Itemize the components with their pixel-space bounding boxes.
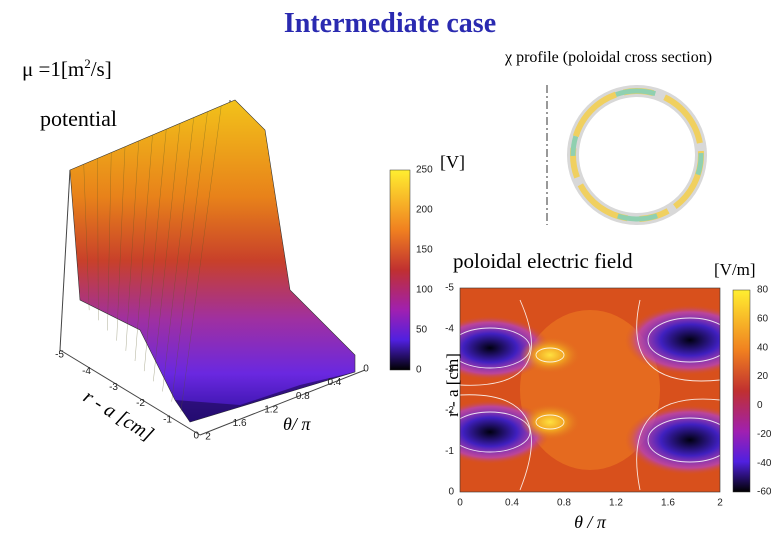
mu-suffix: /s] (91, 57, 112, 81)
x-tick: 1.6 (661, 498, 675, 509)
y-tick: -1 (445, 446, 454, 457)
y-tick: -2 (445, 405, 454, 416)
theta-tick: 0.4 (327, 377, 341, 388)
blob (625, 305, 720, 375)
x-tick: 2 (717, 498, 723, 509)
blob (625, 405, 720, 475)
efield-x-label: θ / π (574, 512, 607, 532)
mesh-line (180, 105, 222, 412)
contours (460, 299, 720, 491)
axis (199, 369, 366, 436)
colorbar-tick: 40 (757, 342, 769, 353)
surface-mesh (83, 105, 222, 412)
theta-tick: 1.6 (233, 418, 247, 429)
mu-sup: 2 (84, 56, 91, 71)
colorbar (732, 289, 751, 493)
x-tick: 1.2 (609, 498, 623, 509)
theta-tick: 0.8 (296, 391, 310, 402)
r-tick: -2 (136, 398, 145, 409)
colorbar-tick: 100 (416, 285, 433, 296)
mesh-line (116, 146, 126, 341)
mesh-line (107, 152, 112, 331)
mu-label: μ =1[m2/s] (22, 56, 112, 81)
r-axis-label: r - a [cm] (79, 386, 157, 446)
chi-label: χ profile (poloidal cross section) (504, 49, 712, 66)
surface-shadow (175, 372, 355, 422)
theta-tick: 2 (205, 432, 211, 443)
colorbar-tick: 80 (757, 285, 769, 296)
r-tick: -3 (109, 382, 118, 393)
r-tick: -4 (82, 366, 91, 377)
theta-tick: 0 (363, 364, 369, 375)
mu-prefix: μ =1[m (22, 57, 84, 81)
efield-unit: [V/m] (714, 260, 756, 279)
potential-surface (69, 99, 356, 423)
mesh-line (125, 140, 139, 351)
colorbar-tick: 20 (757, 371, 769, 382)
colorbar-tick: 50 (416, 325, 428, 336)
efield-y-label: r - a [cm] (443, 353, 462, 417)
blob (520, 404, 580, 440)
colorbar-tick: 250 (416, 165, 433, 176)
colorbar (389, 169, 411, 371)
theta-axis-label: θ/ π (283, 414, 311, 434)
r-tick: 0 (193, 431, 199, 442)
colorbar-tick: 0 (416, 365, 422, 376)
y-tick: -3 (445, 364, 454, 375)
mesh-line (143, 129, 167, 372)
blob (520, 337, 580, 373)
ring-cyan (570, 88, 704, 222)
potential-label: potential (40, 106, 117, 131)
colorbar-tick: 200 (416, 205, 433, 216)
axis (59, 349, 201, 436)
mesh-line (83, 164, 90, 311)
mesh-line (153, 123, 181, 382)
potential-unit: [V] (440, 152, 465, 172)
ring-yellow (570, 88, 704, 222)
efield-title: poloidal electric field (453, 249, 633, 273)
x-tick: 0.8 (557, 498, 571, 509)
colorbar-tick: -40 (757, 458, 772, 469)
colorbar-tick: 60 (757, 313, 769, 324)
colorbar-tick: 0 (757, 400, 763, 411)
r-tick: -1 (163, 414, 172, 425)
theta-tick: 1.2 (264, 404, 278, 415)
axis (59, 169, 71, 351)
x-tick: 0 (457, 498, 463, 509)
mesh-line (162, 117, 194, 392)
heatmap-frame (459, 287, 721, 493)
y-tick: -5 (445, 283, 454, 294)
slide-title: Intermediate case (284, 8, 496, 39)
colorbar-tick: -60 (757, 487, 772, 498)
colorbar-tick: 150 (416, 245, 433, 256)
colorbar-tick: -20 (757, 429, 772, 440)
y-tick: -4 (445, 323, 454, 334)
mesh-line (97, 158, 99, 321)
mesh-line (134, 134, 153, 362)
x-tick: 0.4 (505, 498, 519, 509)
r-tick: -5 (55, 350, 64, 361)
y-tick: 0 (448, 487, 454, 498)
mesh-line (171, 111, 208, 402)
heatmap (460, 288, 720, 492)
